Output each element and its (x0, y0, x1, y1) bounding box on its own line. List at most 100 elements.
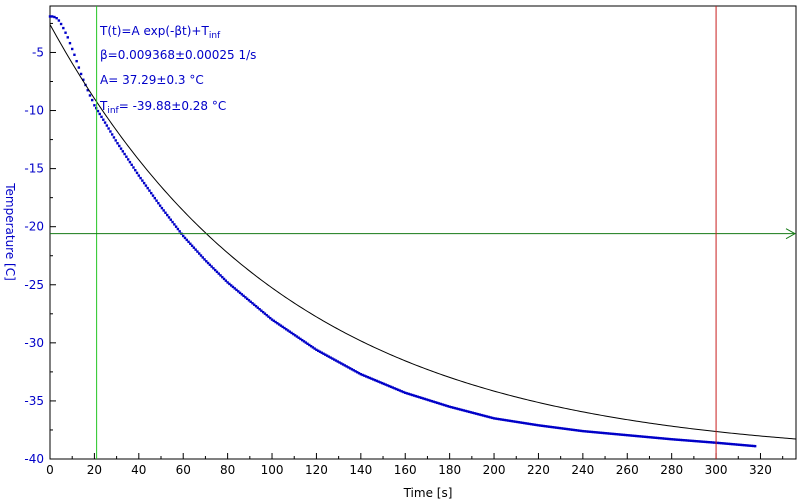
data-point (496, 417, 499, 421)
x-tick-label-2: 40 (131, 463, 146, 477)
data-point (750, 444, 753, 448)
y-tick-label-6: -35 (24, 394, 44, 408)
data-point (434, 401, 437, 404)
x-tick-label-14: 280 (660, 463, 683, 477)
data-point (571, 428, 574, 431)
data-point (331, 357, 334, 360)
data-point (185, 238, 188, 242)
data-point (379, 381, 382, 384)
data-point (224, 279, 228, 282)
data-point (633, 434, 636, 438)
data-point (588, 430, 592, 433)
data-point (517, 421, 521, 424)
y-axis-ticks: -5 -10 -15 -20 -25 -30 -35 -40 (24, 22, 56, 466)
data-point (553, 426, 556, 429)
data-point (377, 380, 380, 383)
data-point (531, 423, 535, 426)
data-point (524, 422, 528, 425)
x-tick-label-4: 80 (220, 463, 235, 477)
data-point (263, 312, 267, 315)
fit-beta: β=0.009368±0.00025 1/s (100, 48, 256, 62)
data-point (318, 350, 322, 353)
data-point (238, 291, 242, 295)
data-point (631, 434, 634, 437)
y-tick-label-0: -5 (32, 45, 44, 59)
x-tick-label-6: 120 (305, 463, 328, 477)
data-point (480, 413, 483, 417)
data-point (90, 98, 94, 102)
data-point (439, 402, 442, 406)
data-point (121, 150, 125, 153)
data-point (608, 432, 611, 435)
data-point (228, 282, 231, 286)
data-point (142, 181, 146, 185)
y-tick-label-1: -10 (24, 104, 44, 118)
series-layer (48, 15, 797, 448)
data-point (393, 387, 396, 390)
data-point (329, 356, 332, 359)
data-point (661, 437, 664, 440)
cursor-horizontal-green[interactable] (50, 228, 797, 240)
data-point (610, 432, 613, 435)
data-point (675, 438, 679, 441)
data-point (178, 230, 181, 233)
data-point (135, 171, 139, 175)
data-point (638, 435, 641, 438)
data-point (578, 429, 581, 432)
data-point (705, 440, 709, 444)
data-point (88, 94, 92, 97)
data-point (716, 441, 720, 445)
data-point (68, 41, 72, 45)
data-point (190, 244, 194, 247)
data-point (682, 439, 686, 442)
data-point (364, 375, 368, 378)
data-point (105, 124, 109, 127)
data-point (721, 442, 725, 445)
data-point (322, 352, 325, 355)
data-point (198, 252, 201, 255)
data-point (411, 393, 414, 397)
data-point (505, 419, 508, 422)
data-point (155, 199, 158, 202)
data-point (416, 395, 419, 398)
data-point (718, 441, 721, 445)
data-point (267, 315, 270, 318)
data-point (260, 309, 263, 312)
data-point (363, 374, 366, 377)
data-point (586, 430, 590, 433)
data-point (208, 263, 212, 266)
y-tick-label-3: -20 (24, 220, 44, 234)
data-point (221, 275, 224, 279)
data-point (521, 421, 524, 425)
data-point (274, 320, 277, 324)
data-point (544, 425, 547, 428)
data-point (356, 371, 359, 374)
data-point (308, 343, 311, 347)
data-point (624, 433, 627, 437)
data-point (55, 16, 58, 20)
data-point (93, 104, 96, 107)
data-point (420, 396, 423, 400)
data-point (317, 349, 320, 352)
data-point (293, 334, 297, 337)
data-point (114, 139, 117, 142)
x-axis-ticks: 0 20 40 60 80 100 120 140 160 180 200 220 240 260 280 3… (46, 453, 784, 477)
data-point (118, 144, 121, 148)
data-point (444, 404, 448, 407)
data-point (187, 240, 190, 244)
data-point (539, 424, 542, 427)
data-point (702, 440, 705, 443)
data-point (215, 270, 219, 274)
fit-tinf: Tinf= -39.88±0.28 °C (99, 99, 226, 116)
data-point (652, 436, 656, 439)
data-point (290, 331, 293, 335)
data-point (507, 419, 510, 422)
data-point (478, 413, 482, 416)
data-point (366, 375, 370, 379)
data-point (340, 362, 343, 365)
data-point (503, 418, 506, 422)
data-point (327, 355, 331, 358)
x-tick-label-11: 220 (527, 463, 550, 477)
data-point (128, 160, 132, 164)
x-tick-label-0: 0 (46, 463, 54, 477)
